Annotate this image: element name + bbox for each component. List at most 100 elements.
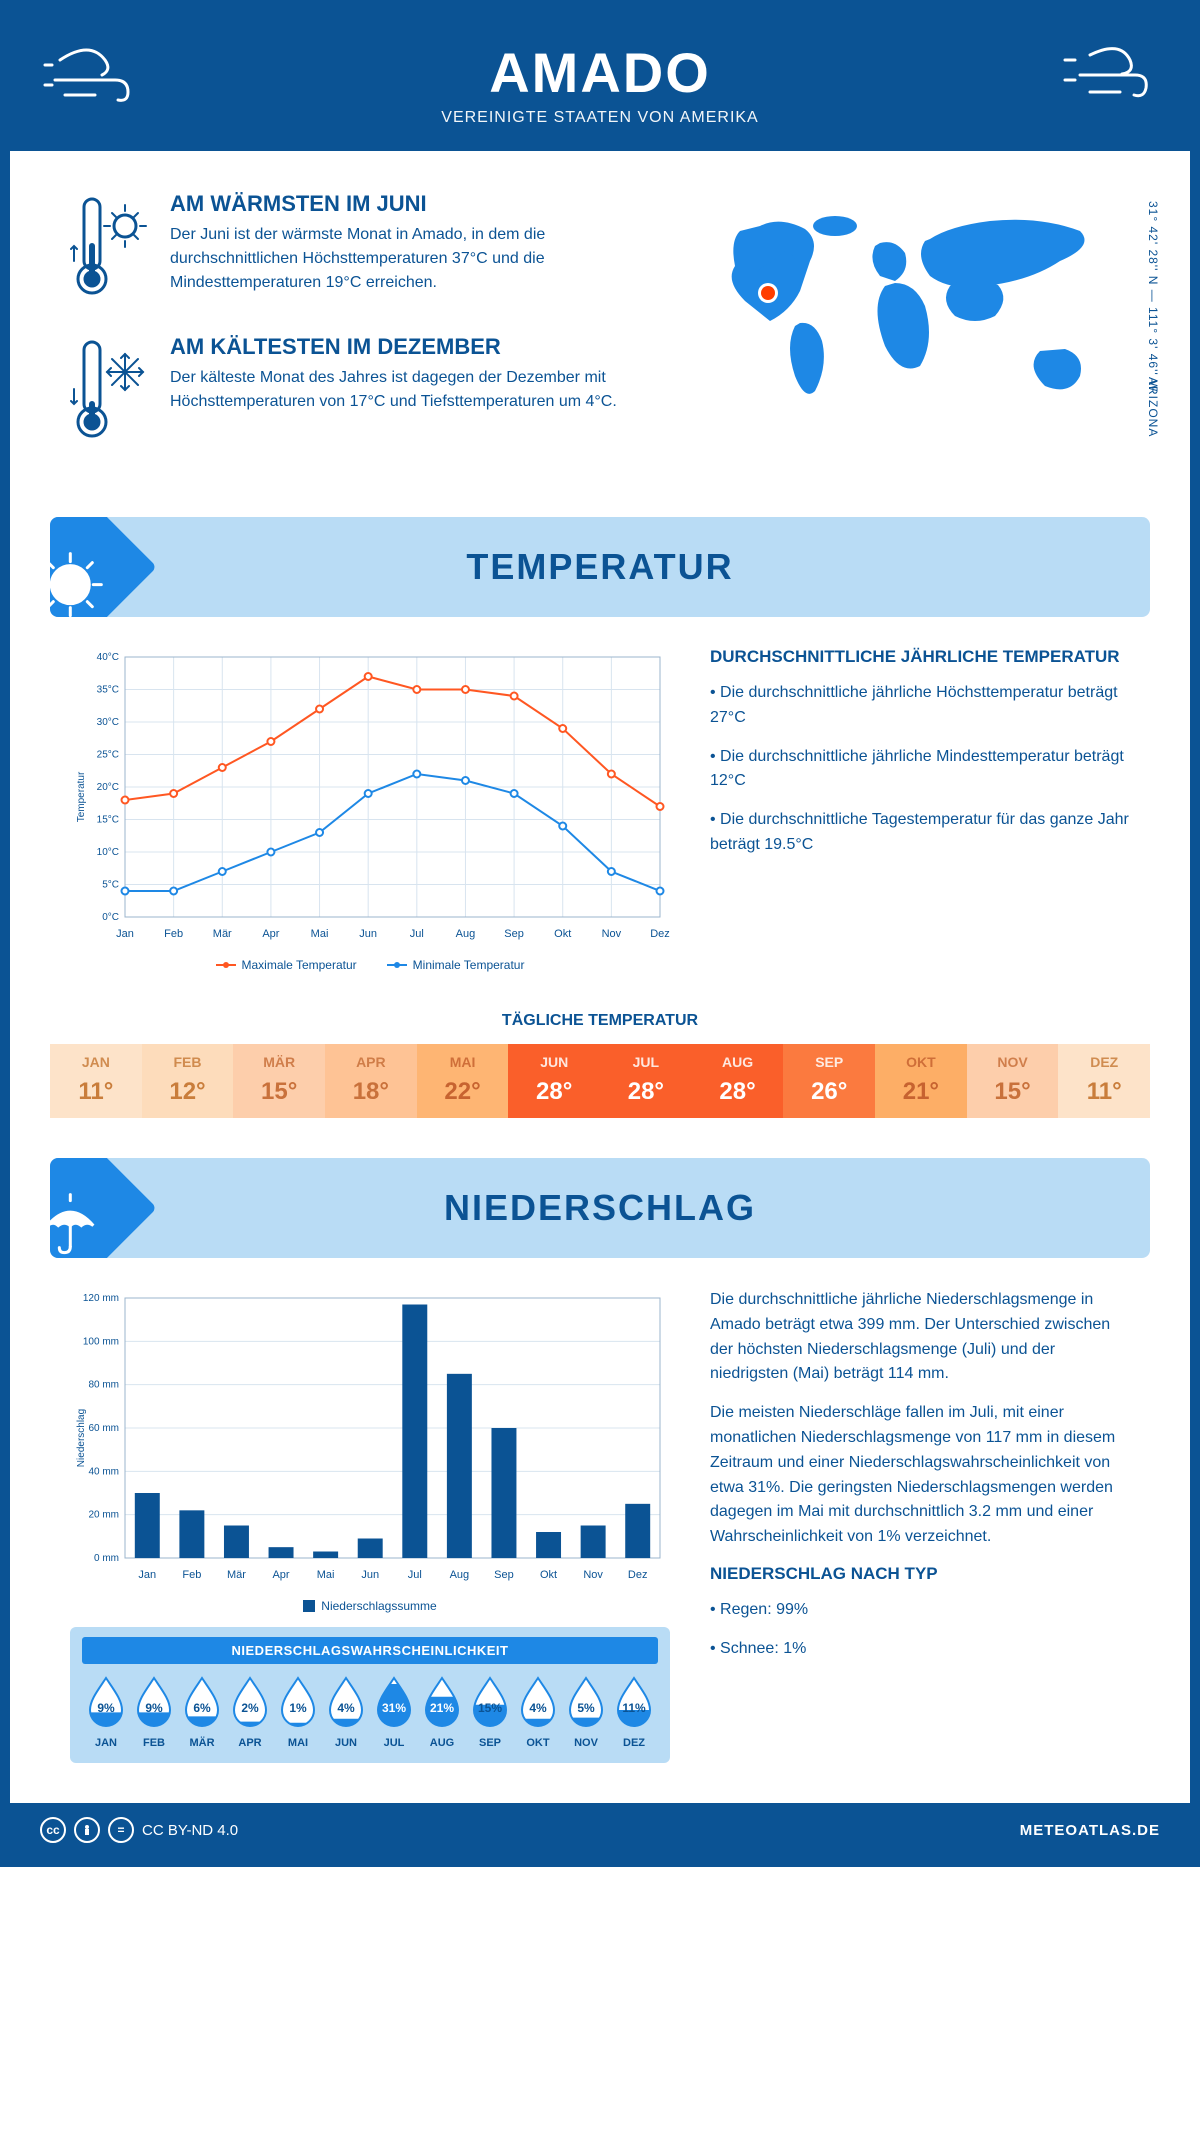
world-map: 31° 42' 28'' N — 111° 3' 46'' W ARIZONA <box>700 191 1130 477</box>
svg-text:9%: 9% <box>97 1701 115 1715</box>
probability-drop: 9% JAN <box>82 1674 130 1749</box>
svg-text:Dez: Dez <box>650 928 670 940</box>
svg-text:30°C: 30°C <box>97 717 119 728</box>
page-subtitle: VEREINIGTE STAATEN VON AMERIKA <box>10 109 1190 127</box>
daily-cell: DEZ11° <box>1058 1044 1150 1118</box>
legend-max: Maximale Temperatur <box>242 958 357 972</box>
region-label: ARIZONA <box>1146 377 1160 437</box>
svg-text:1%: 1% <box>289 1701 307 1715</box>
warmest-fact: AM WÄRMSTEN IM JUNI Der Juni ist der wär… <box>70 191 670 306</box>
umbrella-icon <box>50 1158 157 1258</box>
svg-text:5°C: 5°C <box>102 880 119 891</box>
svg-text:6%: 6% <box>193 1701 211 1715</box>
license-text: CC BY-ND 4.0 <box>142 1822 238 1839</box>
svg-text:60 mm: 60 mm <box>88 1423 119 1434</box>
by-icon <box>74 1817 100 1843</box>
section-title-precip: NIEDERSCHLAG <box>50 1187 1150 1229</box>
probability-drop: 4% JUN <box>322 1674 370 1749</box>
svg-text:15°C: 15°C <box>97 815 119 826</box>
precip-type-line: • Regen: 99% <box>710 1598 1130 1623</box>
svg-text:Jan: Jan <box>138 1569 156 1581</box>
svg-text:Mai: Mai <box>317 1569 335 1581</box>
probability-drop: 1% MAI <box>274 1674 322 1749</box>
thermometer-cold-icon <box>70 334 150 449</box>
svg-text:20 mm: 20 mm <box>88 1510 119 1521</box>
svg-text:40°C: 40°C <box>97 652 119 663</box>
svg-text:Feb: Feb <box>164 928 183 940</box>
daily-cell: MÄR15° <box>233 1044 325 1118</box>
svg-text:4%: 4% <box>529 1701 547 1715</box>
svg-text:5%: 5% <box>577 1701 595 1715</box>
top-section: AM WÄRMSTEN IM JUNI Der Juni ist der wär… <box>10 151 1190 497</box>
page-title: AMADO <box>10 40 1190 105</box>
svg-text:Jun: Jun <box>361 1569 379 1581</box>
svg-text:0°C: 0°C <box>102 912 119 923</box>
svg-text:Mai: Mai <box>311 928 329 940</box>
svg-text:2%: 2% <box>241 1701 259 1715</box>
temperature-banner: TEMPERATUR <box>50 517 1150 617</box>
svg-text:Jul: Jul <box>408 1569 422 1581</box>
probability-drop: 31% JUL <box>370 1674 418 1749</box>
probability-drop: 11% DEZ <box>610 1674 658 1749</box>
probability-drop: 21% AUG <box>418 1674 466 1749</box>
svg-text:Dez: Dez <box>628 1569 648 1581</box>
svg-text:Jan: Jan <box>116 928 134 940</box>
precip-type-title: NIEDERSCHLAG NACH TYP <box>710 1564 1130 1584</box>
svg-text:100 mm: 100 mm <box>83 1336 119 1347</box>
daily-cell: JUL28° <box>600 1044 692 1118</box>
svg-text:Mär: Mär <box>227 1569 246 1581</box>
warmest-title: AM WÄRMSTEN IM JUNI <box>170 191 670 217</box>
daily-cell: NOV15° <box>967 1044 1059 1118</box>
coldest-title: AM KÄLTESTEN IM DEZEMBER <box>170 334 670 360</box>
svg-text:4%: 4% <box>337 1701 355 1715</box>
legend-precip: Niederschlagssumme <box>321 1599 436 1613</box>
daily-cell: OKT21° <box>875 1044 967 1118</box>
svg-text:10°C: 10°C <box>97 847 119 858</box>
daily-cell: MAI22° <box>417 1044 509 1118</box>
svg-text:Aug: Aug <box>450 1569 470 1581</box>
probability-title: NIEDERSCHLAGSWAHRSCHEINLICHKEIT <box>82 1637 658 1664</box>
probability-drop: 2% APR <box>226 1674 274 1749</box>
precip-info: Die durchschnittliche jährliche Niedersc… <box>710 1288 1130 1763</box>
svg-text:Okt: Okt <box>554 928 571 940</box>
daily-temp-strip: JAN11°FEB12°MÄR15°APR18°MAI22°JUN28°JUL2… <box>50 1044 1150 1118</box>
daily-cell: FEB12° <box>142 1044 234 1118</box>
coordinates: 31° 42' 28'' N — 111° 3' 46'' W <box>1146 201 1160 392</box>
svg-text:Jul: Jul <box>410 928 424 940</box>
svg-text:21%: 21% <box>430 1701 454 1715</box>
temp-info-line: • Die durchschnittliche Tagestemperatur … <box>710 808 1130 858</box>
svg-text:120 mm: 120 mm <box>83 1293 119 1304</box>
sun-icon <box>50 517 157 617</box>
footer: cc = CC BY-ND 4.0 METEOATLAS.DE <box>10 1803 1190 1857</box>
svg-text:40 mm: 40 mm <box>88 1466 119 1477</box>
probability-drop: 5% NOV <box>562 1674 610 1749</box>
temp-info-line: • Die durchschnittliche jährliche Höchst… <box>710 681 1130 731</box>
svg-text:Temperatur: Temperatur <box>76 771 87 822</box>
svg-text:9%: 9% <box>145 1701 163 1715</box>
legend-min: Minimale Temperatur <box>413 958 525 972</box>
temp-info-title: DURCHSCHNITTLICHE JÄHRLICHE TEMPERATUR <box>710 647 1130 667</box>
svg-text:11%: 11% <box>622 1701 646 1715</box>
svg-text:80 mm: 80 mm <box>88 1380 119 1391</box>
svg-text:0 mm: 0 mm <box>94 1553 119 1564</box>
svg-text:Apr: Apr <box>272 1569 289 1581</box>
daily-cell: APR18° <box>325 1044 417 1118</box>
svg-text:Feb: Feb <box>182 1569 201 1581</box>
precip-banner: NIEDERSCHLAG <box>50 1158 1150 1258</box>
svg-text:Sep: Sep <box>494 1569 514 1581</box>
probability-drop: 6% MÄR <box>178 1674 226 1749</box>
cc-icon: cc <box>40 1817 66 1843</box>
daily-cell: JAN11° <box>50 1044 142 1118</box>
probability-drop: 9% FEB <box>130 1674 178 1749</box>
precip-bar-chart: 0 mm 20 mm 40 mm 60 mm 80 mm 100 mm 120 mm Nied… <box>70 1288 670 1763</box>
site-name: METEOATLAS.DE <box>1020 1822 1160 1839</box>
svg-text:Nov: Nov <box>583 1569 603 1581</box>
svg-text:31%: 31% <box>382 1701 406 1715</box>
daily-cell: SEP26° <box>783 1044 875 1118</box>
probability-drop: 4% OKT <box>514 1674 562 1749</box>
svg-text:Aug: Aug <box>456 928 476 940</box>
temperature-line-chart: 0°C5°C10°C15°C20°C25°C30°C35°C40°CJanFeb… <box>70 647 670 972</box>
warmest-text: Der Juni ist der wärmste Monat in Amado,… <box>170 223 670 295</box>
svg-text:Sep: Sep <box>504 928 524 940</box>
coldest-fact: AM KÄLTESTEN IM DEZEMBER Der kälteste Mo… <box>70 334 670 449</box>
